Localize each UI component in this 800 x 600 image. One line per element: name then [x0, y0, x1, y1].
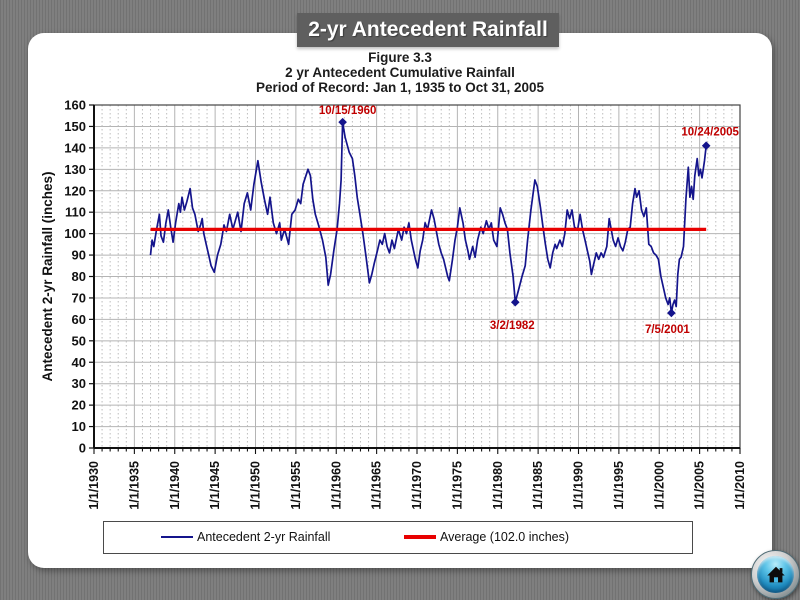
svg-text:10/15/1960: 10/15/1960: [319, 105, 377, 117]
svg-text:1/1/1995: 1/1/1995: [612, 461, 626, 510]
rainfall-line-chart: 0 10 20 30 40 50 60 70 80 90 100 110 120 130 140 150 160…: [40, 98, 747, 510]
title-banner: 2-yr Antecedent Rainfall: [297, 13, 559, 47]
svg-text:1/1/1960: 1/1/1960: [329, 461, 343, 510]
svg-text:100: 100: [64, 226, 86, 241]
svg-text:70: 70: [72, 290, 86, 305]
home-button[interactable]: [751, 550, 800, 599]
svg-text:1/1/1935: 1/1/1935: [127, 461, 141, 510]
svg-text:1/1/1955: 1/1/1955: [289, 461, 303, 510]
svg-text:10/24/2005: 10/24/2005: [681, 127, 739, 139]
legend-line-average: [404, 535, 436, 539]
svg-text:90: 90: [72, 248, 86, 263]
legend-label-rainfall: Antecedent 2-yr Rainfall: [197, 530, 331, 544]
svg-text:160: 160: [64, 98, 86, 113]
svg-text:1/1/1975: 1/1/1975: [450, 461, 464, 510]
svg-text:60: 60: [72, 312, 86, 327]
svg-text:110: 110: [65, 205, 86, 220]
svg-text:1/1/2010: 1/1/2010: [733, 461, 747, 510]
svg-text:3/2/1982: 3/2/1982: [490, 320, 535, 332]
svg-text:150: 150: [64, 119, 86, 134]
svg-text:1/1/1985: 1/1/1985: [531, 461, 545, 510]
svg-text:1/1/1950: 1/1/1950: [249, 461, 263, 510]
svg-text:80: 80: [72, 269, 86, 284]
svg-text:1/1/1940: 1/1/1940: [168, 461, 182, 510]
svg-text:Antecedent 2-yr Rainfall (inch: Antecedent 2-yr Rainfall (inches): [40, 171, 55, 381]
svg-text:7/5/2001: 7/5/2001: [645, 324, 690, 336]
legend-box: Antecedent 2-yr Rainfall Average (102.0 …: [103, 521, 693, 554]
svg-text:10: 10: [72, 419, 86, 434]
figure-number: Figure 3.3: [368, 50, 432, 65]
svg-text:1/1/2000: 1/1/2000: [652, 461, 666, 510]
legend-line-rainfall: [161, 536, 193, 538]
home-icon: [766, 566, 785, 582]
svg-text:1/1/1980: 1/1/1980: [491, 461, 505, 510]
figure-panel: [28, 33, 772, 568]
svg-text:1/1/1970: 1/1/1970: [410, 461, 424, 510]
svg-text:1/1/2005: 1/1/2005: [693, 461, 707, 510]
figure-period-of-record: Period of Record: Jan 1, 1935 to Oct 31,…: [255, 80, 545, 95]
svg-text:1/1/1965: 1/1/1965: [370, 461, 384, 510]
svg-text:1/1/1945: 1/1/1945: [208, 461, 222, 510]
svg-text:1/1/1990: 1/1/1990: [572, 461, 586, 510]
svg-text:40: 40: [72, 355, 86, 370]
svg-text:20: 20: [72, 398, 86, 413]
svg-text:130: 130: [64, 162, 86, 177]
svg-text:50: 50: [72, 333, 86, 348]
svg-text:120: 120: [64, 183, 86, 198]
home-button-face: [757, 556, 794, 593]
svg-text:140: 140: [64, 140, 86, 155]
svg-text:0: 0: [79, 441, 86, 456]
legend-label-average: Average (102.0 inches): [440, 530, 570, 544]
svg-text:30: 30: [72, 376, 86, 391]
svg-text:1/1/1930: 1/1/1930: [87, 461, 101, 510]
banner-title: 2-yr Antecedent Rainfall: [308, 18, 548, 41]
figure-title: 2 yr Antecedent Cumulative Rainfall: [285, 65, 515, 80]
